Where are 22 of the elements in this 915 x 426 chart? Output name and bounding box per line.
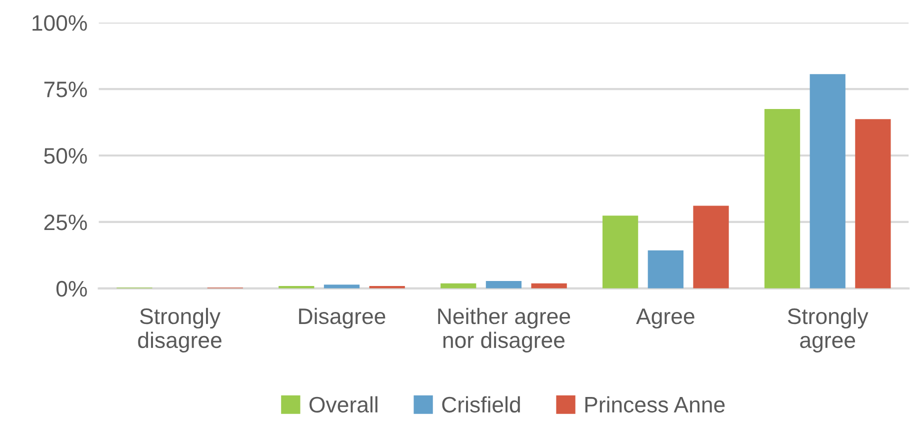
y-tick-label: 75% [44, 82, 87, 98]
x-tick-label: Strongly agree [788, 308, 868, 352]
x-tick-label: Disagree [299, 308, 386, 329]
y-tick-label: 100% [32, 15, 87, 31]
bar [855, 119, 891, 288]
bar [810, 74, 846, 288]
legend-label: Overall [310, 396, 378, 413]
bar [764, 108, 800, 288]
bar [693, 206, 729, 288]
bar [602, 216, 638, 288]
x-tick-label: Strongly disagree [138, 308, 222, 352]
y-tick-label: 50% [44, 148, 87, 164]
bar [531, 283, 567, 288]
bar [324, 284, 360, 288]
y-tick-label: 25% [44, 214, 87, 230]
legend-label: Princess Anne [585, 396, 725, 413]
x-tick-label: Agree [636, 308, 694, 329]
y-tick-label: 0% [56, 280, 87, 297]
legend-label: Crisfield [442, 396, 520, 413]
x-tick-label: Neither agree nor disagree [438, 308, 570, 352]
bar [648, 250, 684, 288]
bar [486, 280, 522, 288]
